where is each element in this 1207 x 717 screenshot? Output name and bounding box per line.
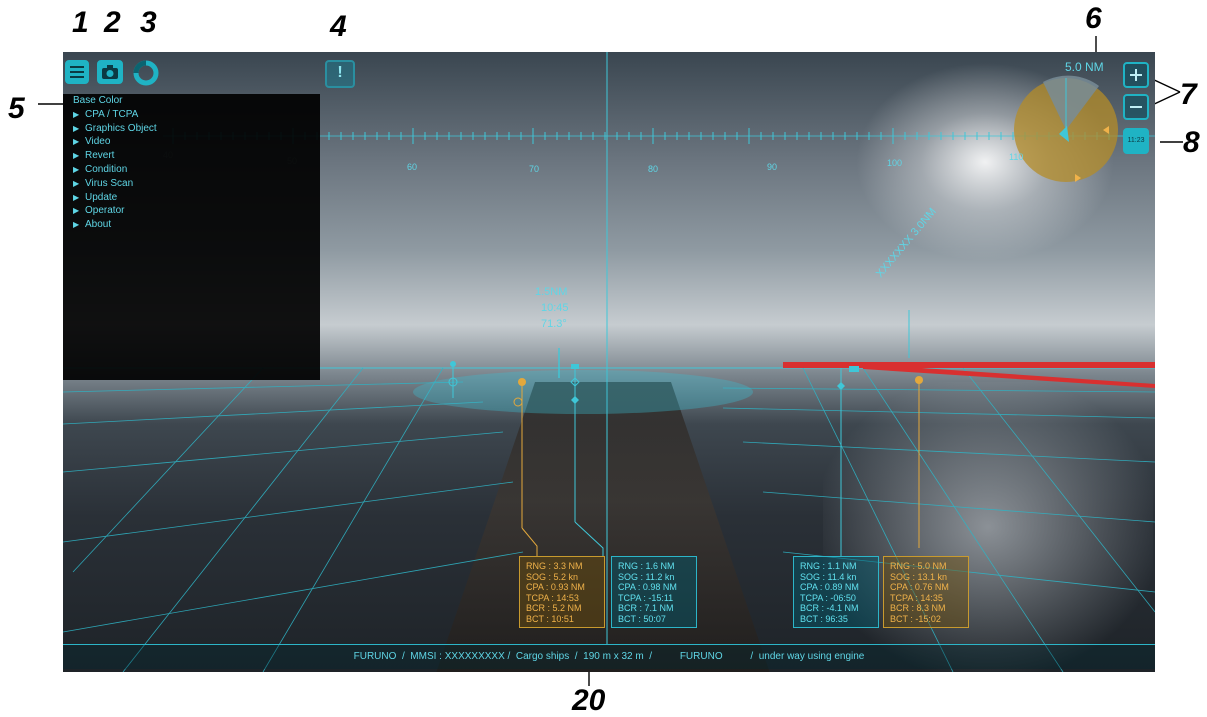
info-line-sog: SOG : 11.2 kn: [618, 571, 675, 582]
menu-item-condition[interactable]: ▶ Condition: [63, 163, 320, 177]
menu-item-operator[interactable]: ▶ Operator: [63, 204, 320, 218]
info-line-sog: SOG : 5.2 kn: [526, 571, 579, 582]
info-line-bct: BCT : 96:35: [800, 613, 848, 624]
callout-20: 20: [572, 684, 606, 717]
own-ship-sector: [413, 370, 753, 414]
target-info-box[interactable]: RNG : 1.6 NM SOG : 11.2 kn CPA : 0.98 NM…: [611, 556, 697, 628]
chevron-right-icon: ▶: [73, 137, 80, 147]
settings-menu: Base Color ▶ CPA / TCPA ▶ Graphics Object …: [63, 94, 320, 380]
menu-item-label: Revert: [85, 150, 115, 162]
info-line-bct: BCT : 50:07: [618, 613, 666, 624]
info-line-bct: BCT : -15:02: [890, 613, 941, 624]
chevron-right-icon: ▶: [73, 206, 80, 216]
camera-icon[interactable]: [97, 60, 123, 84]
zoom-in-button[interactable]: [1123, 62, 1149, 88]
info-line-sog: SOG : 11.4 kn: [800, 571, 857, 582]
callout-6: 6: [1085, 2, 1102, 35]
danger-line-a: [783, 362, 1155, 368]
info-line-cpa: CPA : 0.93 NM: [526, 582, 585, 593]
target-markers: [448, 310, 923, 556]
info-line-cpa: CPA : 0.76 NM: [890, 582, 949, 593]
alert-exclamation-icon[interactable]: !: [325, 60, 355, 88]
info-line-rng: RNG : 5.0 NM: [890, 561, 947, 571]
menu-item-label: Virus Scan: [85, 177, 134, 189]
info-line-bcr: BCR : -4.1 NM: [800, 603, 859, 614]
target-info-box[interactable]: RNG : 1.1 NM SOG : 11.4 kn CPA : 0.89 NM…: [793, 556, 879, 628]
callout-7: 7: [1180, 78, 1197, 111]
chevron-right-icon: ▶: [73, 151, 80, 161]
compass-tick-80: 80: [648, 164, 659, 174]
progress-ring-icon[interactable]: [133, 60, 159, 86]
callout-5: 5: [8, 92, 25, 125]
target-time-label: 10:45: [541, 302, 569, 314]
minus-icon: [1130, 106, 1142, 108]
menu-item-label: About: [85, 219, 112, 231]
target-info-box[interactable]: RNG : 5.0 NM SOG : 13.1 kn CPA : 0.76 NM…: [883, 556, 969, 628]
info-line-rng: RNG : 3.3 NM: [526, 561, 583, 571]
perspective-grid: [63, 367, 1155, 672]
chevron-right-icon: ▶: [73, 109, 80, 119]
menu-item-label: Condition: [85, 163, 128, 175]
menu-item-update[interactable]: ▶ Update: [63, 191, 320, 205]
ar-camera-view[interactable]: 40 50 60 70 80 90 100 110 ! Base Color ▶…: [63, 52, 1155, 672]
menu-item-label: Graphics Object: [85, 122, 157, 134]
info-line-bcr: BCR : 8.3 NM: [890, 603, 946, 614]
menu-item-about[interactable]: ▶ About: [63, 218, 320, 232]
time-display-label: 11:23: [1127, 137, 1145, 144]
menu-item-cpa-tcpa[interactable]: ▶ CPA / TCPA: [63, 108, 320, 122]
time-display-button[interactable]: 11:23: [1123, 128, 1149, 154]
range-label: 5.0 NM: [1065, 60, 1104, 74]
callout-3: 3: [140, 6, 157, 39]
chevron-right-icon: ▶: [73, 164, 80, 174]
target-range-label: 1.5NM: [535, 286, 568, 298]
compass-tick-100: 100: [887, 158, 903, 168]
menu-item-graphics-object[interactable]: ▶ Graphics Object: [63, 122, 320, 136]
info-line-tcpa: TCPA : 14:35: [890, 592, 943, 603]
info-line-cpa: CPA : 0.89 NM: [800, 582, 859, 593]
info-line-bct: BCT : 10:51: [526, 613, 574, 624]
info-line-bcr: BCR : 7.1 NM: [618, 603, 674, 614]
menu-item-label: Update: [85, 191, 118, 203]
callout-8: 8: [1183, 126, 1200, 159]
zoom-out-button[interactable]: [1123, 94, 1149, 120]
target-info-box[interactable]: RNG : 3.3 NM SOG : 5.2 kn CPA : 0.93 NM …: [519, 556, 605, 628]
compass-tick-60: 60: [407, 162, 418, 172]
info-line-rng: RNG : 1.6 NM: [618, 561, 675, 571]
chevron-right-icon: ▶: [73, 220, 80, 230]
menu-item-base-color[interactable]: Base Color: [63, 94, 320, 108]
info-line-cpa: CPA : 0.98 NM: [618, 582, 677, 593]
chevron-right-icon: ▶: [73, 192, 80, 202]
info-line-bcr: BCR : 5.2 NM: [526, 603, 582, 614]
status-bar: FURUNO / MMSI : XXXXXXXXX / Cargo ships …: [63, 644, 1155, 669]
hamburger-menu-icon[interactable]: [65, 60, 89, 84]
small-target: [849, 366, 859, 372]
menu-item-virus-scan[interactable]: ▶ Virus Scan: [63, 177, 320, 191]
menu-item-label: CPA / TCPA: [85, 108, 139, 120]
info-line-sog: SOG : 13.1 kn: [890, 571, 948, 582]
callout-1: 1: [72, 6, 89, 39]
mini-radar: [1014, 75, 1118, 182]
info-line-tcpa: TCPA : 14:53: [526, 592, 579, 603]
compass-tick-90: 90: [767, 162, 778, 172]
chevron-right-icon: ▶: [73, 178, 80, 188]
status-bar-text: FURUNO / MMSI : XXXXXXXXX / Cargo ships …: [353, 651, 865, 662]
menu-item-label: Base Color: [73, 95, 123, 106]
callout-2: 2: [104, 6, 121, 39]
plus-icon: [1130, 69, 1142, 81]
menu-item-video[interactable]: ▶ Video: [63, 135, 320, 149]
target-bearing-label: 71.3°: [541, 318, 567, 330]
info-line-rng: RNG : 1.1 NM: [800, 561, 857, 571]
chevron-right-icon: ▶: [73, 123, 80, 133]
hud-overlay: [63, 52, 1155, 672]
menu-item-revert[interactable]: ▶ Revert: [63, 149, 320, 163]
compass-tick-110: 110: [1009, 152, 1024, 162]
info-line-tcpa: TCPA : -15:11: [618, 592, 674, 603]
menu-item-label: Video: [85, 136, 111, 148]
callout-4: 4: [330, 10, 347, 43]
danger-line-b: [863, 364, 1155, 388]
compass-tick-70: 70: [529, 164, 540, 174]
menu-item-label: Operator: [85, 205, 125, 217]
info-line-tcpa: TCPA : -06:50: [800, 592, 856, 603]
